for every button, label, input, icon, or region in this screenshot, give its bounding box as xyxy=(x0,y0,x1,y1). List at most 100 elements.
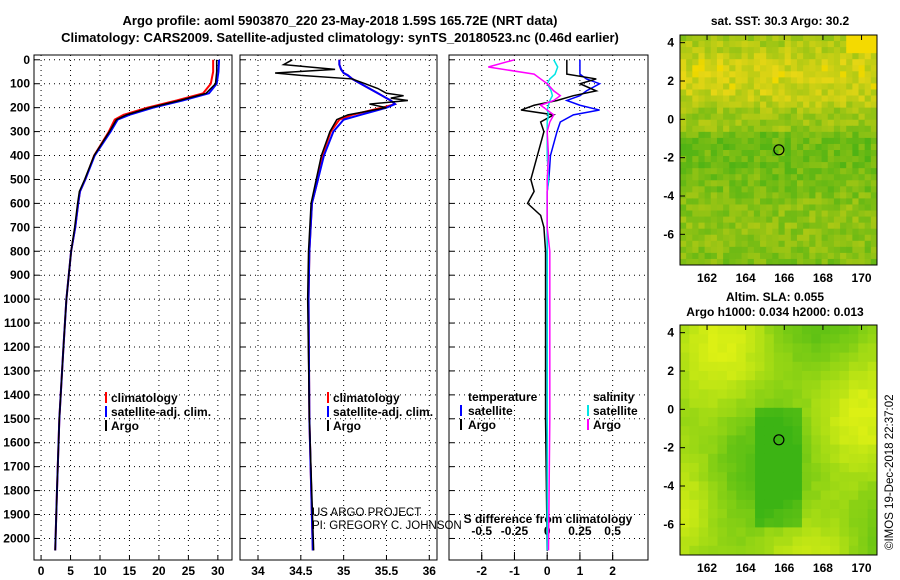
map-cell xyxy=(741,143,749,151)
y-tick-label: -2 xyxy=(663,151,674,165)
map-cell xyxy=(848,499,859,510)
map-cell xyxy=(833,101,841,109)
map-cell xyxy=(846,246,853,254)
map-cell xyxy=(815,228,823,236)
map-cell xyxy=(686,65,693,72)
map-cell xyxy=(864,119,872,127)
map-cell xyxy=(821,83,829,90)
map-cell xyxy=(747,101,755,109)
map-cell xyxy=(735,95,743,103)
map-cell xyxy=(858,398,869,409)
map-cell xyxy=(846,107,853,115)
map-cell xyxy=(815,89,823,97)
map-cell xyxy=(848,527,859,538)
legend-label: Argo xyxy=(468,418,496,432)
map-cell xyxy=(755,536,765,547)
map-cell xyxy=(827,168,835,175)
map-cell xyxy=(852,228,860,236)
map-cell xyxy=(753,204,761,212)
map-cell xyxy=(867,527,878,538)
map-cell xyxy=(820,490,831,501)
map-cell xyxy=(852,125,860,133)
map-cell xyxy=(778,234,786,242)
map-cell xyxy=(745,325,756,335)
map-cell xyxy=(809,113,816,121)
map-cell xyxy=(753,89,761,97)
map-cell xyxy=(717,536,728,547)
map-cell xyxy=(784,252,792,260)
map-cell xyxy=(803,143,810,151)
y-tick-label: 2000 xyxy=(3,531,30,545)
map-cell xyxy=(716,150,724,157)
map-cell xyxy=(766,101,773,109)
map-cell xyxy=(772,222,779,230)
map-cell xyxy=(716,131,724,139)
map-cell xyxy=(858,113,866,121)
map-cell xyxy=(686,216,693,224)
map-cell xyxy=(833,240,841,248)
map-cell xyxy=(698,137,706,145)
map-cell xyxy=(708,499,719,510)
map-cell xyxy=(692,89,699,97)
map-cell xyxy=(867,472,878,482)
y-tick-label: 600 xyxy=(10,196,30,210)
map-cell xyxy=(864,156,872,163)
map-cell xyxy=(726,389,737,400)
map-cell xyxy=(839,463,850,473)
map-cell xyxy=(839,444,850,455)
map-cell xyxy=(840,252,847,260)
map-cell xyxy=(809,77,816,84)
map-cell xyxy=(790,59,798,66)
map-cell xyxy=(723,131,730,139)
map-cell xyxy=(870,216,878,224)
x2-tick-label: -0.5 xyxy=(471,524,492,538)
map-cell xyxy=(821,41,829,48)
map-cell xyxy=(821,168,829,175)
map-cell xyxy=(764,389,775,400)
map-cell xyxy=(796,83,804,90)
map-cell xyxy=(760,228,767,236)
map-cell xyxy=(809,143,816,151)
map-cell xyxy=(680,216,687,224)
map-cell xyxy=(783,509,794,519)
map-cell xyxy=(723,113,730,121)
map-cell xyxy=(772,168,779,175)
map-cell xyxy=(726,380,737,390)
map-cell xyxy=(692,119,699,127)
map-cell xyxy=(698,240,706,248)
map-cell xyxy=(736,389,747,400)
map-cell xyxy=(753,240,761,248)
map-cell xyxy=(848,389,859,400)
map-cell xyxy=(773,435,784,446)
map-cell xyxy=(778,137,786,145)
map-cell xyxy=(773,352,784,363)
map-cell xyxy=(839,536,850,547)
map-cell xyxy=(755,545,765,556)
y-tick-label: 1500 xyxy=(3,412,30,426)
map-cell xyxy=(796,240,804,248)
map-cell xyxy=(736,453,747,464)
map-cell xyxy=(766,180,773,187)
map-cell xyxy=(815,83,823,90)
map-cell xyxy=(686,125,693,133)
map-cell xyxy=(717,361,728,372)
map-cell xyxy=(827,137,835,145)
map-cell xyxy=(846,168,853,175)
map-cell xyxy=(820,334,831,344)
map-cell xyxy=(704,47,712,54)
map-cell xyxy=(680,150,687,157)
map-cell xyxy=(811,444,822,455)
map-cell xyxy=(858,240,866,248)
map-cell xyxy=(745,527,756,538)
map-cell xyxy=(784,125,792,133)
map-cell xyxy=(821,156,829,163)
map-cell xyxy=(723,198,730,205)
map-cell xyxy=(686,246,693,254)
legend-title-salinity: salinity xyxy=(593,390,635,404)
map-cell xyxy=(680,204,687,212)
map-cell xyxy=(833,210,841,218)
map-cell xyxy=(809,228,816,236)
y-tick-label: 0 xyxy=(667,402,674,416)
map-cell xyxy=(867,407,878,418)
map-cell xyxy=(760,71,767,78)
